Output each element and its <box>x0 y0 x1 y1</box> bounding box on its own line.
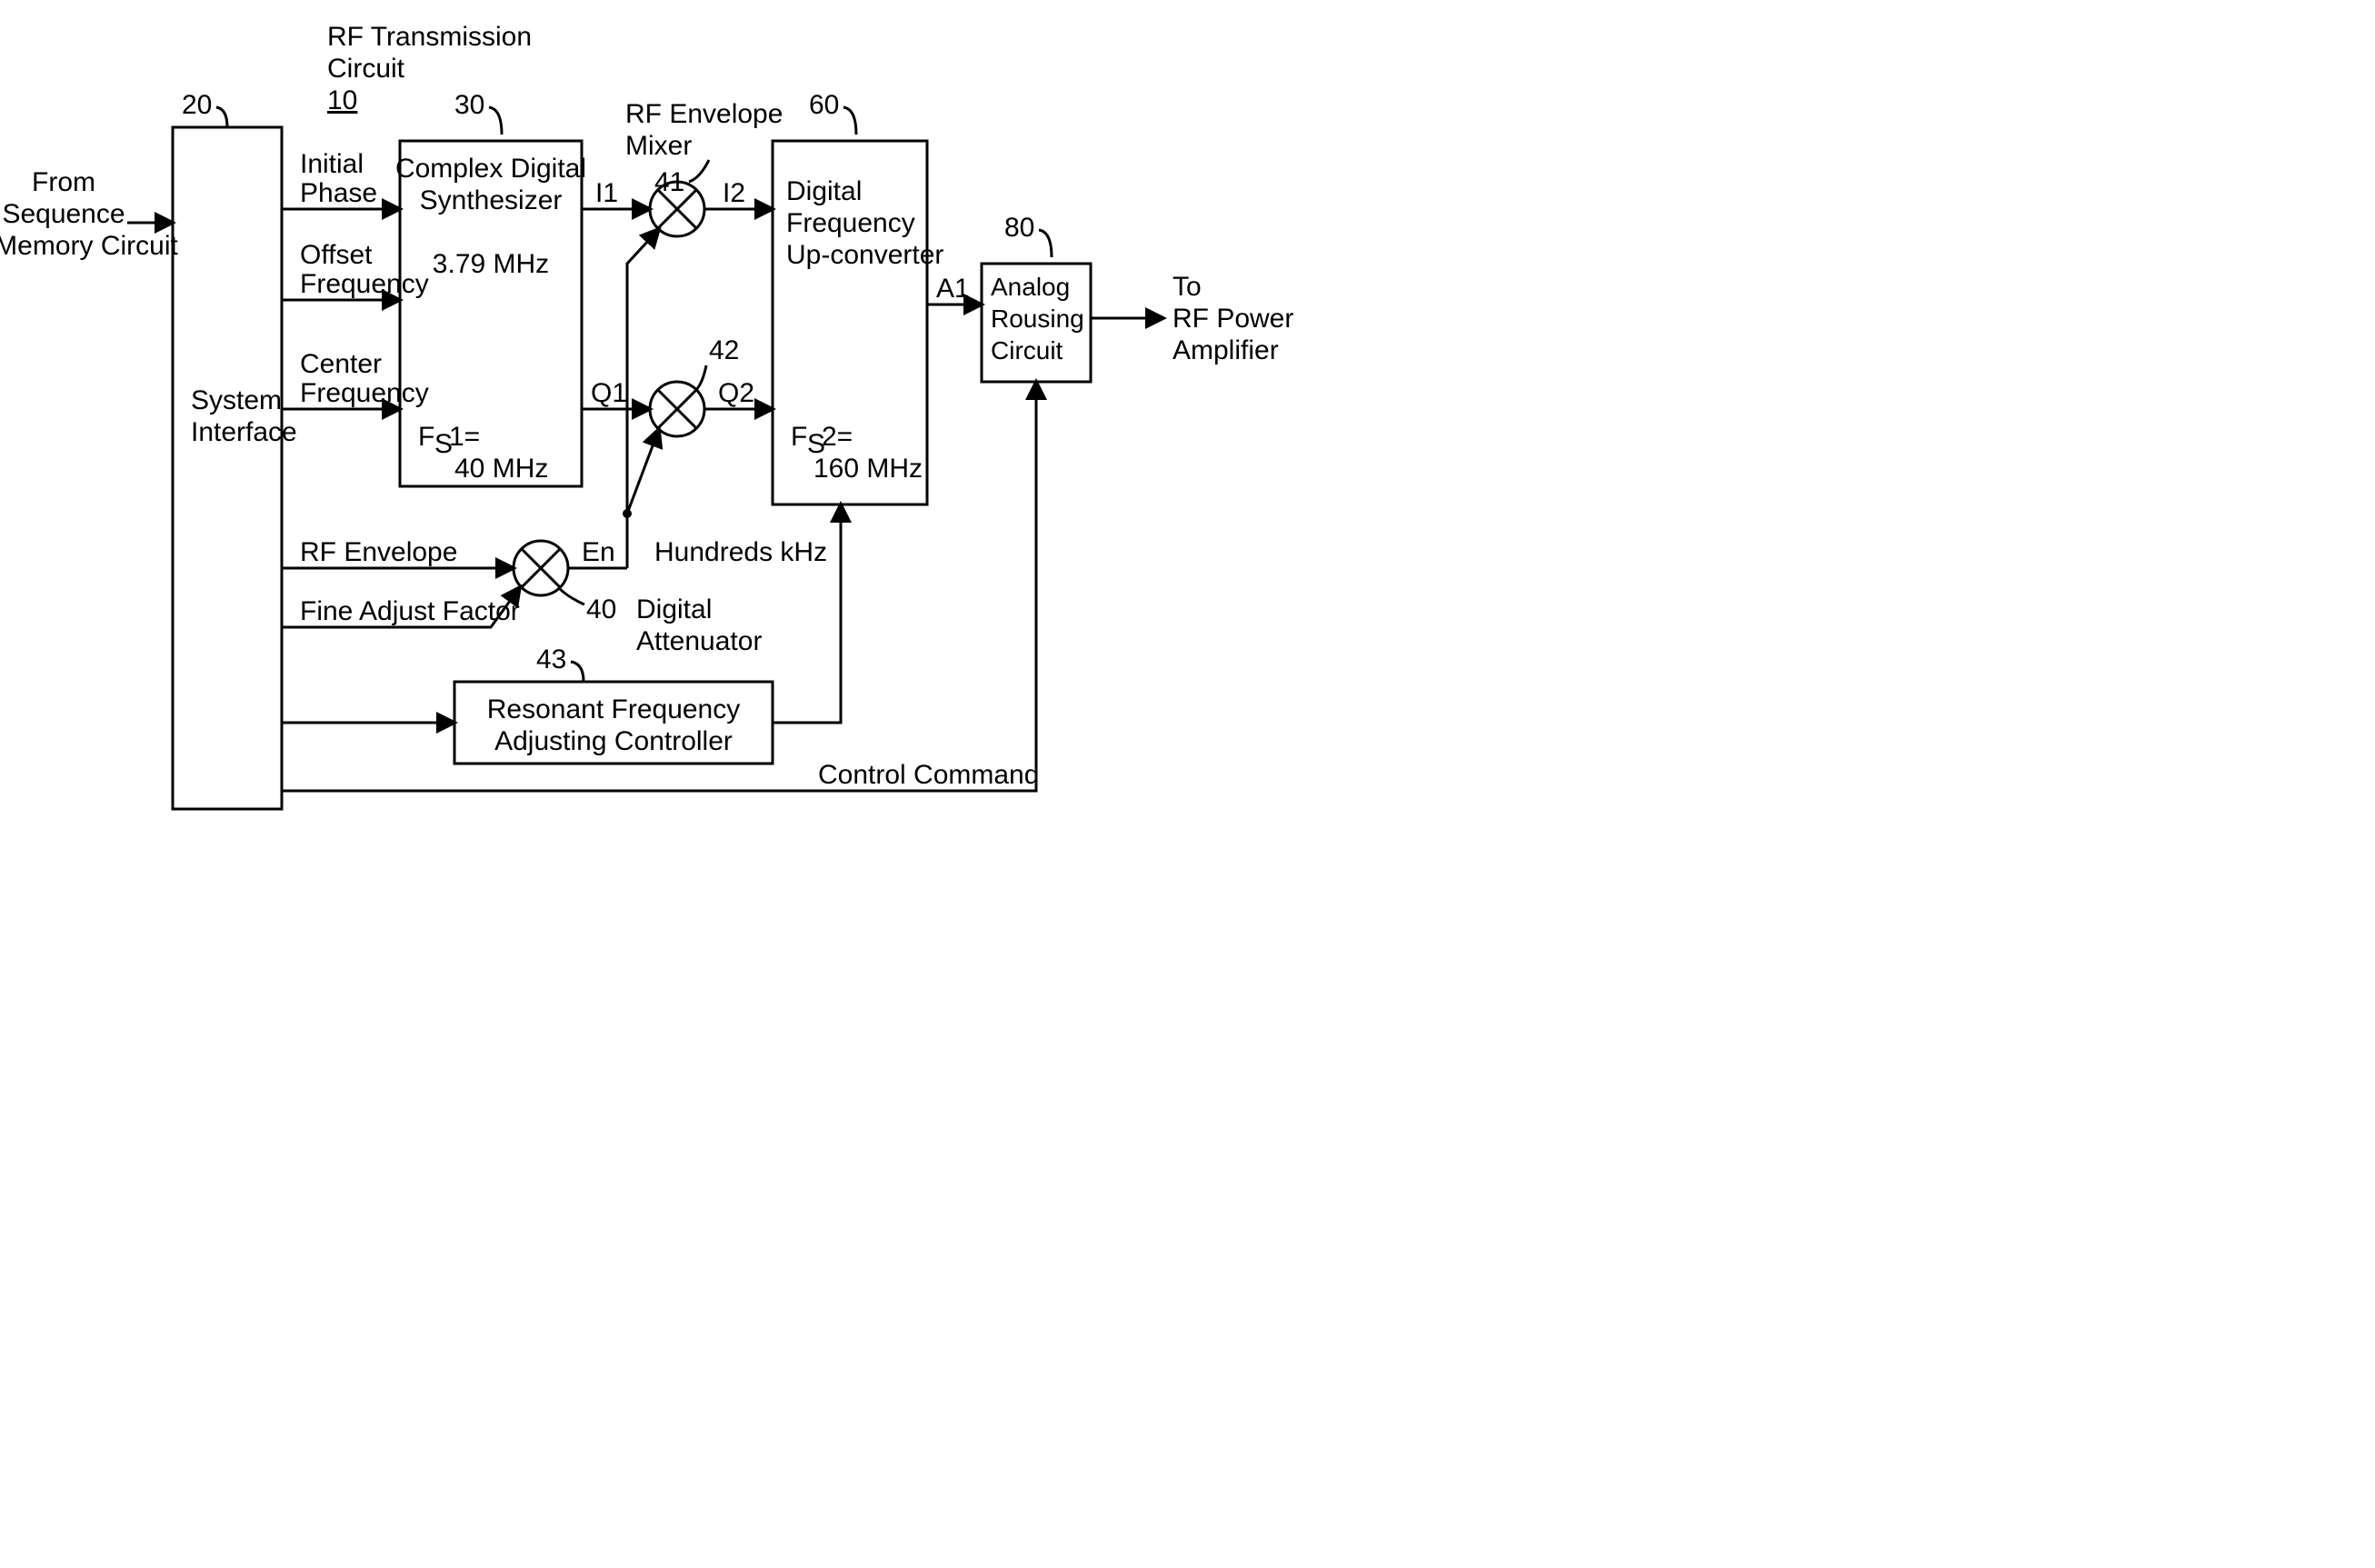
label-I1: I1 <box>595 178 618 208</box>
ref-80: 80 <box>1004 213 1034 243</box>
rf-transmission-circuit-diagram: RF Transmission Circuit 10 System Interf… <box>0 0 1306 863</box>
mixer41-title2: Mixer <box>625 131 692 161</box>
label-I2: I2 <box>723 178 745 208</box>
title-line1: RF Transmission <box>327 22 532 52</box>
resadj-line2: Adjusting Controller <box>494 726 733 756</box>
ref-60: 60 <box>809 90 839 120</box>
label-Q1: Q1 <box>591 378 627 408</box>
input-line3: Memory Circuit <box>0 231 179 261</box>
upconv-line2: Frequency <box>786 208 915 238</box>
rousing-line2: Rousing <box>991 305 1084 333</box>
mixer41-title1: RF Envelope <box>625 99 783 129</box>
ref-20: 20 <box>182 90 212 120</box>
output-line3: Amplifier <box>1173 335 1279 365</box>
label-offreq: Frequency <box>300 269 429 299</box>
synth-fs1-val: 40 MHz <box>454 454 548 484</box>
label-cfreq: Frequency <box>300 378 429 408</box>
synth-fs1-F: F <box>418 422 434 452</box>
input-line2: Sequence <box>2 199 125 229</box>
label-initial: Initial <box>300 149 364 179</box>
sysif-label1: System <box>191 385 282 415</box>
ref-40-hook <box>559 588 584 604</box>
output-line2: RF Power <box>1173 304 1293 334</box>
label-center: Center <box>300 349 382 379</box>
wire-en-to-42 <box>627 429 659 514</box>
label-Q2: Q2 <box>718 378 754 408</box>
ref-42-hook <box>695 365 706 391</box>
system-interface-box <box>173 127 282 809</box>
output-line1: To <box>1173 272 1202 302</box>
title-line2: Circuit <box>327 54 405 84</box>
input-line1: From <box>32 167 95 197</box>
rousing-line3: Circuit <box>991 336 1063 365</box>
label-fineadjust: Fine Adjust Factor <box>300 596 520 626</box>
synth-freq: 3.79 MHz <box>433 249 549 279</box>
label-control-command: Control Command <box>818 760 1039 790</box>
resadj-line1: Resonant Frequency <box>487 694 741 724</box>
attenuator-line1: Digital <box>636 594 712 624</box>
label-A1: A1 <box>936 274 970 304</box>
upconv-line1: Digital <box>786 176 862 206</box>
label-En: En <box>582 537 615 567</box>
label-hundreds-khz: Hundreds kHz <box>654 537 827 567</box>
synth-fs1-eq: 1= <box>449 422 480 452</box>
synth-line1: Complex Digital <box>395 154 586 184</box>
upconv-fs2-eq: 2= <box>822 422 853 452</box>
rousing-line1: Analog <box>991 273 1070 301</box>
upconv-fs2-val: 160 MHz <box>813 454 923 484</box>
ref-41-hook <box>689 160 709 182</box>
label-rfenvelope: RF Envelope <box>300 537 457 567</box>
ref-30: 30 <box>454 90 484 120</box>
sysif-label2: Interface <box>191 417 297 447</box>
ref-60-hook <box>843 107 856 135</box>
ref-41: 41 <box>654 167 684 197</box>
ref-20-hook <box>216 107 227 127</box>
ref-30-hook <box>489 107 502 135</box>
ref-43: 43 <box>536 644 566 674</box>
synth-line2: Synthesizer <box>420 185 563 215</box>
label-phase: Phase <box>300 178 377 208</box>
attenuator-line2: Attenuator <box>636 626 762 656</box>
ref-43-hook <box>571 662 584 682</box>
label-offset: Offset <box>300 240 373 270</box>
ref-42: 42 <box>709 335 739 365</box>
ref-40: 40 <box>586 594 616 624</box>
upconv-fs2-F: F <box>791 422 807 452</box>
upconv-line3: Up-converter <box>786 240 943 270</box>
title-ref: 10 <box>327 85 357 115</box>
ref-80-hook <box>1039 230 1052 257</box>
